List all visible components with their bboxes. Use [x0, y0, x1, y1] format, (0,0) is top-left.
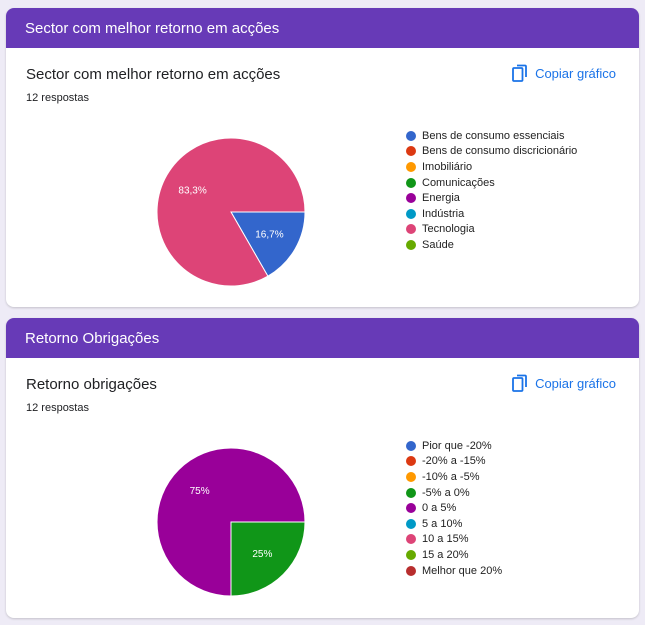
legend-swatch [406, 518, 416, 529]
legend-item: Energia [406, 190, 577, 206]
legend-swatch [406, 440, 416, 451]
legend-label: Tecnologia [422, 223, 475, 236]
pie-slice-label: 75% [190, 486, 210, 497]
legend-label: Energia [422, 192, 460, 205]
legend-swatch [406, 549, 416, 560]
legend-label: Imobiliário [422, 160, 473, 173]
legend-item: Tecnologia [406, 222, 577, 238]
legend-item: Imobiliário [406, 159, 577, 175]
legend-label: 5 a 10% [422, 517, 463, 530]
copy-chart-button[interactable]: Copiar gráfico [512, 374, 616, 392]
legend-item: 0 a 5% [406, 500, 502, 516]
legend-swatch [406, 130, 416, 141]
legend-item: 5 a 10% [406, 516, 502, 532]
copy-chart-label: Copiar gráfico [535, 65, 616, 81]
legend-swatch [406, 208, 416, 219]
legend-item: -20% a -15% [406, 454, 502, 470]
question-card-sector: Sector com melhor retorno em acções Sect… [6, 8, 639, 307]
legend-item: 15 a 20% [406, 547, 502, 563]
legend-swatch [406, 224, 416, 235]
legend-swatch [406, 456, 416, 467]
response-count: 12 respostas [26, 92, 89, 104]
question-title: Retorno obrigações [26, 376, 157, 393]
chart-legend: Pior que -20% -20% a -15% -10% a -5% -5% a … [406, 438, 502, 578]
legend-swatch [406, 146, 416, 157]
pie-chart: 25% 75% [149, 440, 313, 604]
legend-label: Saúde [422, 238, 454, 251]
legend-item: Melhor que 20% [406, 563, 502, 579]
legend-item: -5% a 0% [406, 485, 502, 501]
legend-swatch [406, 565, 416, 576]
legend-item: Comunicações [406, 175, 577, 191]
section-header: Sector com melhor retorno em acções [6, 8, 639, 48]
pie-chart-svg: 25% 75% [156, 447, 306, 597]
legend-swatch [406, 177, 416, 188]
pie-chart-svg: 16,7% 83,3% [156, 137, 306, 287]
copy-icon [512, 374, 528, 392]
legend-swatch [406, 471, 416, 482]
legend-item: -10% a -5% [406, 469, 502, 485]
response-count: 12 respostas [26, 402, 89, 414]
legend-label: -5% a 0% [422, 486, 470, 499]
legend-item: Indústria [406, 206, 577, 222]
legend-item: Bens de consumo discricionário [406, 144, 577, 160]
legend-item: Bens de consumo essenciais [406, 128, 577, 144]
pie-slice-label: 25% [252, 549, 272, 560]
legend-item: Pior que -20% [406, 438, 502, 454]
legend-item: 10 a 15% [406, 532, 502, 548]
legend-swatch [406, 193, 416, 204]
legend-label: Bens de consumo discricionário [422, 145, 578, 158]
pie-slice-label: 16,7% [255, 230, 283, 241]
copy-chart-label: Copiar gráfico [535, 375, 616, 391]
copy-chart-button[interactable]: Copiar gráfico [512, 64, 616, 82]
pie-slice-tecnologia [156, 137, 306, 287]
copy-icon [512, 64, 528, 82]
pie-slice-bens-de-consumo-essenciais [230, 211, 306, 277]
question-card-bonds: Retorno Obrigações Retorno obrigações 12… [6, 318, 639, 618]
legend-item: Saúde [406, 237, 577, 253]
legend-swatch [406, 161, 416, 172]
section-header: Retorno Obrigações [6, 318, 639, 358]
legend-label: -10% a -5% [422, 470, 480, 483]
legend-label: Bens de consumo essenciais [422, 129, 565, 142]
legend-label: 10 a 15% [422, 533, 469, 546]
pie-slice-label: 83,3% [178, 185, 206, 196]
legend-label: Melhor que 20% [422, 564, 503, 577]
pie-chart: 16,7% 83,3% [149, 130, 313, 294]
legend-label: Comunicações [422, 176, 495, 189]
legend-label: 15 a 20% [422, 548, 469, 561]
legend-swatch [406, 487, 416, 498]
pie-slice-0-a-5 [156, 447, 306, 597]
legend-swatch [406, 239, 416, 250]
legend-swatch [406, 503, 416, 514]
legend-label: Indústria [422, 207, 465, 220]
legend-label: 0 a 5% [422, 502, 457, 515]
legend-label: Pior que -20% [422, 439, 492, 452]
legend-label: -20% a -15% [422, 455, 486, 468]
legend-swatch [406, 534, 416, 545]
chart-legend: Bens de consumo essenciais Bens de consum… [406, 128, 577, 253]
pie-slice-5-a-0 [230, 521, 306, 597]
question-title: Sector com melhor retorno em acções [26, 66, 281, 83]
